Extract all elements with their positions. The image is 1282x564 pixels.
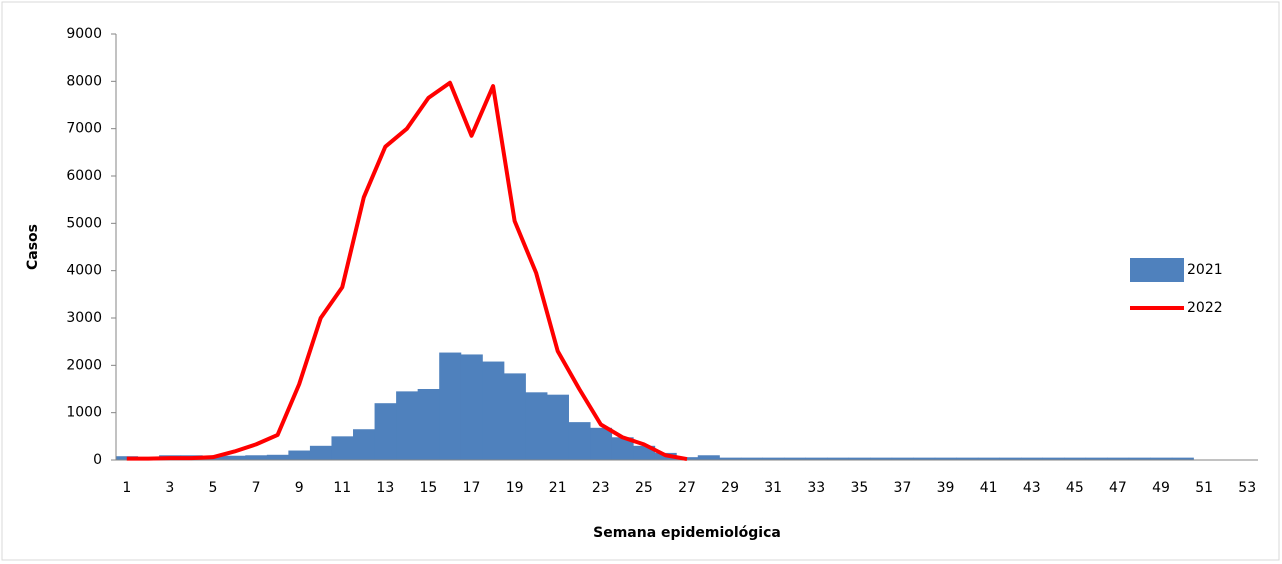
y-tick-label: 2000	[66, 357, 102, 373]
bar	[891, 457, 914, 460]
bar	[396, 391, 419, 460]
bar	[870, 457, 893, 460]
line	[126, 80, 688, 462]
x-tick-label: 41	[980, 480, 998, 496]
bar	[762, 457, 785, 460]
legend-swatch	[1130, 258, 1184, 282]
y-tick-label: 8000	[66, 73, 102, 89]
x-tick-label: 45	[1066, 480, 1084, 496]
x-axis-label: Semana epidemiológica	[593, 525, 781, 541]
bar	[266, 454, 289, 460]
bar	[353, 429, 376, 460]
x-tick-label: 31	[764, 480, 782, 496]
y-tick-label: 5000	[66, 215, 102, 231]
bar	[1128, 457, 1151, 460]
x-tick-label: 13	[376, 480, 394, 496]
x-tick-label: 39	[937, 480, 955, 496]
legend-label: 2022	[1187, 300, 1223, 316]
x-tick-label: 11	[333, 480, 351, 496]
x-tick-label: 9	[295, 480, 304, 496]
x-tick-label: 5	[209, 480, 218, 496]
y-tick-label: 0	[93, 452, 102, 468]
bar	[783, 457, 807, 460]
bar	[913, 457, 936, 460]
x-tick-label: 51	[1195, 480, 1213, 496]
x-tick-label: 37	[894, 480, 912, 496]
bar	[245, 455, 268, 460]
bar	[611, 437, 634, 460]
bar	[590, 427, 613, 460]
bar	[460, 354, 483, 460]
x-tick-label: 29	[721, 480, 739, 496]
bar	[1020, 457, 1044, 460]
bar	[956, 457, 979, 460]
x-tick-label: 53	[1238, 480, 1256, 496]
x-tick-label: 33	[807, 480, 825, 496]
bar	[805, 457, 828, 460]
x-tick-label: 35	[850, 480, 868, 496]
x-tick-label: 1	[122, 480, 131, 496]
bar	[1150, 457, 1173, 460]
bar	[223, 455, 246, 460]
bar	[1085, 457, 1108, 460]
y-tick-label: 6000	[66, 168, 102, 184]
bar	[439, 352, 462, 460]
x-tick-label: 21	[549, 480, 567, 496]
y-tick-label: 4000	[66, 263, 102, 279]
x-tick-label: 19	[506, 480, 524, 496]
bar	[848, 457, 871, 460]
bar	[482, 361, 505, 460]
bar	[1171, 457, 1194, 460]
x-tick-label: 15	[420, 480, 438, 496]
bar	[503, 373, 526, 460]
bar	[1107, 457, 1130, 460]
bar	[719, 457, 742, 460]
bar	[999, 457, 1022, 460]
x-tick-label: 27	[678, 480, 696, 496]
y-tick-label: 1000	[66, 405, 102, 421]
x-tick-label: 7	[252, 480, 261, 496]
y-axis-label: Casos	[25, 224, 41, 270]
bar	[331, 436, 354, 460]
x-tick-label: 43	[1023, 480, 1041, 496]
y-tick-label: 7000	[66, 121, 102, 137]
bar	[827, 457, 850, 460]
x-tick-label: 17	[463, 480, 481, 496]
bar	[1042, 457, 1065, 460]
bar	[977, 457, 1000, 460]
bar	[309, 445, 332, 460]
x-tick-label: 23	[592, 480, 610, 496]
bar	[374, 403, 397, 460]
bar	[934, 457, 957, 460]
bar	[1064, 457, 1087, 460]
x-tick-label: 47	[1109, 480, 1127, 496]
bar	[568, 422, 591, 460]
x-tick-label: 25	[635, 480, 653, 496]
bar	[417, 389, 440, 460]
x-tick-label: 3	[165, 480, 174, 496]
bar	[546, 394, 569, 460]
x-tick-label: 49	[1152, 480, 1170, 496]
bar	[740, 457, 763, 460]
bar	[697, 455, 720, 460]
y-tick-label: 3000	[66, 310, 102, 326]
y-tick-label: 9000	[66, 26, 102, 42]
bar	[525, 392, 548, 460]
bar	[676, 457, 699, 460]
legend-label: 2021	[1187, 262, 1223, 278]
bar	[288, 450, 311, 460]
